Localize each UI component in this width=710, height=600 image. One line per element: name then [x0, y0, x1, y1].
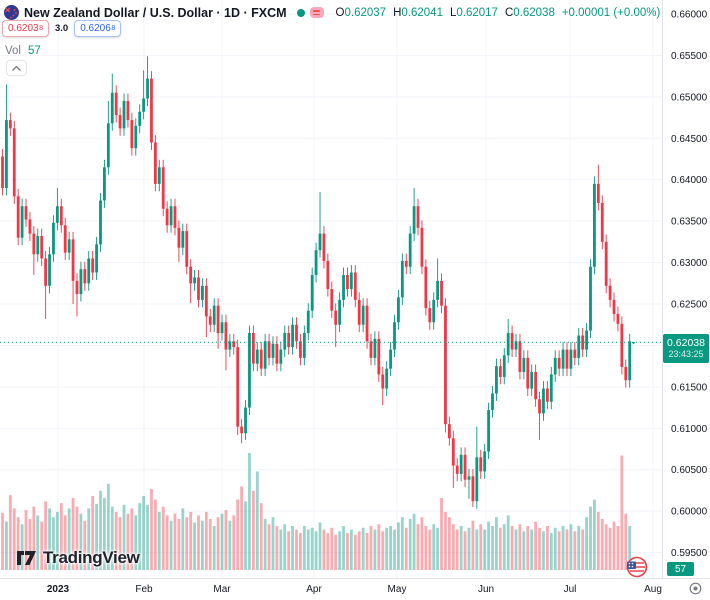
spread-value: 3.0: [55, 23, 69, 34]
tradingview-mark-icon: [17, 551, 36, 565]
chevron-up-icon: [12, 65, 21, 71]
bar-countdown: 23:43:25: [668, 349, 704, 360]
svg-text:Aug: Aug: [644, 584, 662, 595]
volume-axis-tag: 57: [667, 562, 694, 576]
svg-text:0.66000: 0.66000: [671, 10, 708, 21]
svg-text:Feb: Feb: [135, 584, 153, 595]
svg-text:0.65000: 0.65000: [671, 92, 708, 103]
sell-button[interactable]: 0.6203 8: [2, 20, 49, 37]
last-price-tag[interactable]: 0.62038 23:43:25: [663, 334, 709, 363]
ohlc-values: O0.62037 H0.62041 L0.62017 C0.62038 +0.0…: [335, 6, 661, 19]
svg-text:Apr: Apr: [306, 584, 322, 595]
fxcm-logo-icon: [626, 556, 648, 578]
svg-text:0.64000: 0.64000: [671, 175, 708, 186]
svg-text:0.60000: 0.60000: [671, 507, 708, 518]
tradingview-logo[interactable]: TradingView: [16, 548, 140, 568]
svg-text:May: May: [388, 584, 407, 595]
svg-text:0.59500: 0.59500: [671, 548, 708, 559]
volume-legend: Vol 57: [5, 45, 41, 57]
buy-button[interactable]: 0.6206 8: [74, 20, 122, 37]
svg-text:0.60500: 0.60500: [671, 465, 708, 476]
price-axis-border: [662, 0, 663, 578]
svg-text:0.64500: 0.64500: [671, 134, 708, 145]
symbol-title[interactable]: New Zealand Dollar / U.S. Dollar · 1D · …: [24, 5, 287, 20]
svg-text:2023: 2023: [47, 584, 70, 595]
price-change: +0.00001 (+0.00%): [561, 6, 661, 19]
svg-text:Jun: Jun: [478, 584, 494, 595]
svg-text:0.65500: 0.65500: [671, 51, 708, 62]
nz-flag-icon: [4, 5, 19, 20]
marker-dot-icon[interactable]: [296, 8, 305, 17]
symbol-legend: New Zealand Dollar / U.S. Dollar · 1D · …: [4, 4, 660, 21]
volume-value: 57: [28, 45, 41, 57]
time-axis-border: [0, 578, 710, 579]
svg-text:0.61000: 0.61000: [671, 424, 708, 435]
svg-text:Mar: Mar: [213, 584, 231, 595]
list-badge-icon[interactable]: [309, 7, 324, 18]
volume-label[interactable]: Vol: [5, 45, 21, 57]
svg-text:Jul: Jul: [564, 584, 577, 595]
svg-text:0.63500: 0.63500: [671, 217, 708, 228]
svg-text:0.61500: 0.61500: [671, 382, 708, 393]
trade-panel: 0.6203 8 3.0 0.6206 8: [2, 20, 122, 37]
gear-icon[interactable]: [688, 581, 703, 596]
legend-collapse-button[interactable]: [6, 60, 27, 76]
svg-text:0.62500: 0.62500: [671, 300, 708, 311]
svg-text:0.63000: 0.63000: [671, 258, 708, 269]
